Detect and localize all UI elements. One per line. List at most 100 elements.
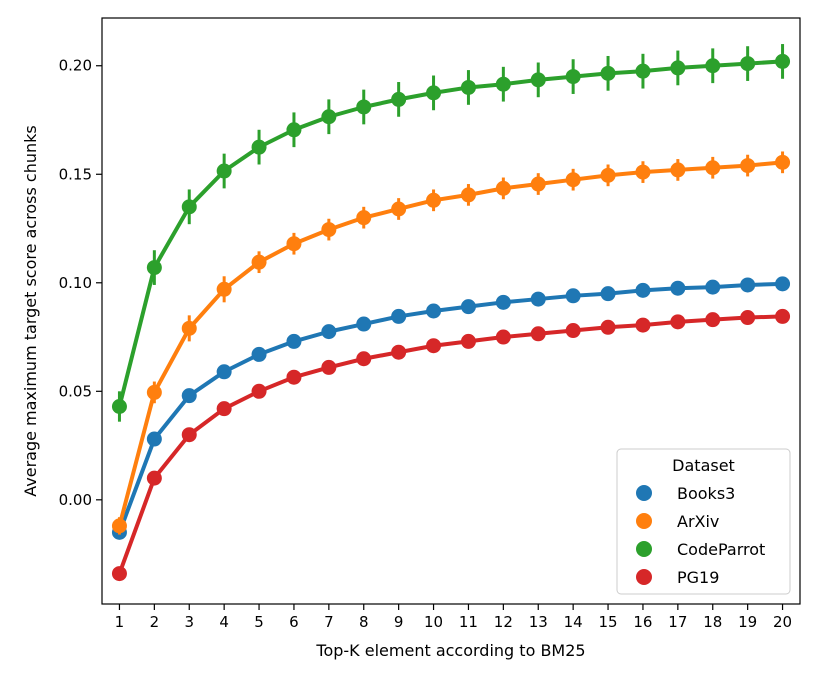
- data-point: [775, 53, 791, 69]
- legend-title: Dataset: [672, 456, 735, 475]
- data-point: [705, 312, 721, 328]
- data-point: [286, 333, 302, 349]
- legend-label: PG19: [677, 568, 719, 587]
- data-point: [565, 172, 581, 188]
- data-point: [391, 308, 407, 324]
- legend-marker: [636, 541, 652, 557]
- data-point: [426, 192, 442, 208]
- y-tick-label: 0.00: [59, 491, 92, 509]
- legend-label: ArXiv: [677, 512, 719, 531]
- data-point: [530, 326, 546, 342]
- x-tick-label: 1: [115, 613, 125, 631]
- data-point: [740, 277, 756, 293]
- axes-frame: [101, 17, 801, 605]
- data-point: [670, 60, 686, 76]
- legend-entry-books3: Books3: [636, 484, 735, 503]
- legend-label: CodeParrot: [677, 540, 765, 559]
- data-point: [286, 236, 302, 252]
- data-point: [530, 72, 546, 88]
- x-tick-label: 4: [219, 613, 229, 631]
- series-pg19: [111, 308, 791, 582]
- data-point: [495, 294, 511, 310]
- data-point: [495, 76, 511, 92]
- x-tick-label: 10: [424, 613, 443, 631]
- data-point: [600, 167, 616, 183]
- data-point: [356, 316, 372, 332]
- legend-marker: [636, 569, 652, 585]
- x-tick-label: 14: [564, 613, 583, 631]
- axes: 1 2 3 4 5 6 7 8 9 10 11 12 13 14 15 16 17 18 19 200.000.050…: [59, 17, 801, 631]
- x-tick-label: 20: [773, 613, 792, 631]
- data-point: [181, 320, 197, 336]
- x-tick-label: 8: [359, 613, 369, 631]
- y-tick-label: 0.20: [59, 57, 92, 75]
- data-point: [460, 187, 476, 203]
- legend-marker: [636, 513, 652, 529]
- y-axis-label: Average maximum target score across chun…: [21, 125, 40, 497]
- data-point: [426, 338, 442, 354]
- x-tick-label: 13: [529, 613, 548, 631]
- data-point: [426, 303, 442, 319]
- legend-marker: [636, 485, 652, 501]
- data-point: [740, 310, 756, 326]
- x-tick-label: 5: [254, 613, 264, 631]
- data-point: [391, 91, 407, 107]
- data-point: [146, 260, 162, 276]
- data-point: [216, 364, 232, 380]
- data-point: [530, 176, 546, 192]
- x-tick-label: 6: [289, 613, 299, 631]
- data-point: [146, 431, 162, 447]
- data-point: [181, 388, 197, 404]
- data-point: [251, 346, 267, 362]
- data-point: [216, 281, 232, 297]
- x-tick-label: 9: [394, 613, 404, 631]
- data-point: [565, 69, 581, 85]
- x-tick-label: 17: [668, 613, 687, 631]
- y-tick-label: 0.05: [59, 382, 92, 400]
- legend-label: Books3: [677, 484, 735, 503]
- data-point: [530, 291, 546, 307]
- data-point: [775, 308, 791, 324]
- data-point: [495, 329, 511, 345]
- data-point: [426, 85, 442, 101]
- data-point: [146, 384, 162, 400]
- x-tick-label: 2: [150, 613, 160, 631]
- data-point: [356, 351, 372, 367]
- y-tick-label: 0.15: [59, 165, 92, 183]
- data-point: [356, 99, 372, 115]
- x-axis-label: Top-K element according to BM25: [315, 641, 585, 660]
- data-point: [321, 324, 337, 340]
- series-arxiv: [111, 151, 791, 535]
- data-point: [251, 254, 267, 270]
- x-tick-label: 18: [703, 613, 722, 631]
- data-point: [251, 139, 267, 155]
- data-point: [600, 319, 616, 335]
- data-point: [181, 199, 197, 215]
- legend: Dataset Books3 ArXiv CodeParrot PG19: [616, 448, 791, 595]
- data-point: [321, 359, 337, 375]
- data-point: [670, 280, 686, 296]
- data-point: [775, 276, 791, 292]
- y-tick-label: 0.10: [59, 274, 92, 292]
- series-codeparrot: [111, 44, 791, 422]
- data-point: [460, 333, 476, 349]
- data-point: [111, 518, 127, 534]
- data-point: [705, 279, 721, 295]
- data-point: [111, 398, 127, 414]
- data-point: [600, 65, 616, 81]
- x-tick-label: 12: [494, 613, 513, 631]
- data-point: [740, 158, 756, 174]
- data-point: [251, 383, 267, 399]
- data-point: [181, 427, 197, 443]
- x-tick-label: 3: [184, 613, 194, 631]
- data-point: [146, 470, 162, 486]
- data-point: [321, 222, 337, 238]
- legend-entry-arxiv: ArXiv: [636, 512, 719, 531]
- data-point: [216, 163, 232, 179]
- data-point: [705, 58, 721, 74]
- data-point: [460, 299, 476, 315]
- data-point: [216, 401, 232, 417]
- x-tick-label: 19: [738, 613, 757, 631]
- data-point: [635, 282, 651, 298]
